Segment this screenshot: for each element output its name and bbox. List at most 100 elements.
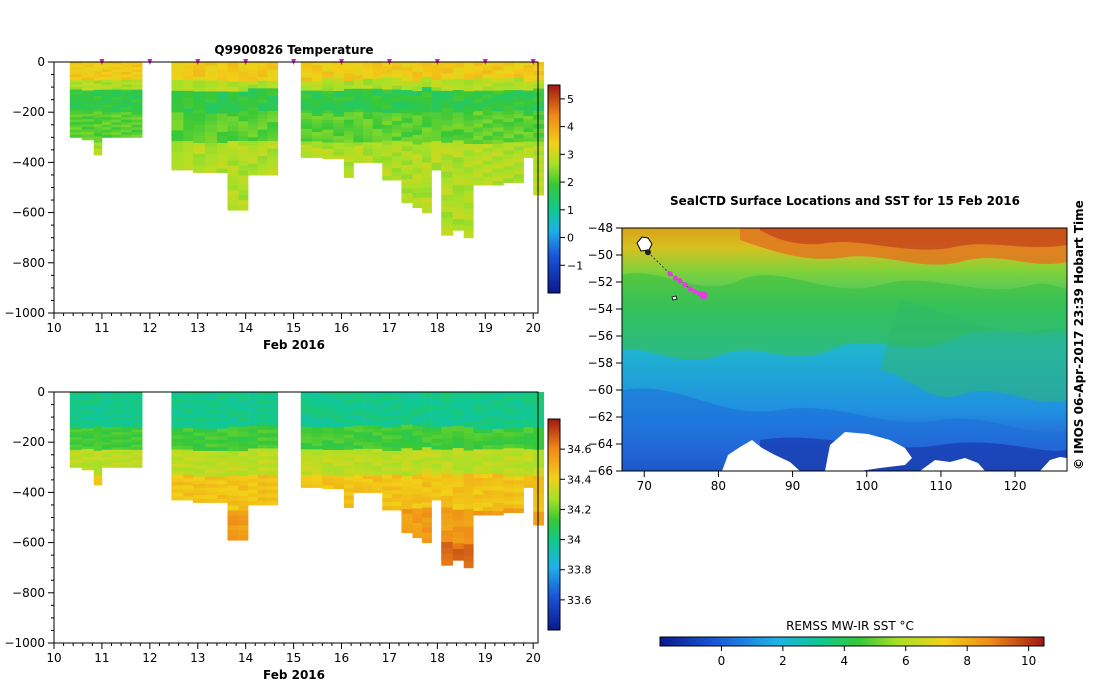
section-cell: [322, 119, 334, 124]
section-cell: [131, 394, 143, 398]
section-cell: [101, 102, 112, 106]
section-cell: [311, 84, 323, 88]
section-cell: [300, 77, 313, 82]
section-cell: [101, 452, 112, 456]
section-cell: [204, 465, 218, 470]
section-cell: [353, 428, 364, 433]
section-cell: [69, 74, 83, 78]
section-cell: [101, 392, 112, 396]
section-cell: [463, 462, 474, 469]
section-cell: [463, 473, 474, 481]
sst-colorbar-ticks: 0 2 4 6 8 10: [718, 646, 1036, 668]
section-cell: [372, 428, 383, 433]
section-cell: [482, 86, 493, 92]
section-cell: [343, 69, 354, 75]
section-cell: [238, 96, 249, 102]
section-cell: [333, 123, 345, 127]
section-cell: [343, 438, 354, 443]
section-cell: [192, 495, 206, 500]
map-y-tick-label: −60: [588, 383, 613, 397]
section-cell: [311, 398, 323, 403]
section-cell: [267, 69, 279, 74]
section-cell: [363, 145, 373, 150]
section-cell: [131, 132, 143, 136]
section-cell: [216, 95, 228, 100]
section-cell: [216, 403, 228, 408]
section-cell: [171, 413, 184, 418]
section-cell: [412, 110, 423, 116]
section-cell: [463, 103, 474, 110]
map-y-tick-label: −58: [588, 356, 613, 370]
section-cell: [343, 92, 354, 98]
section-cell: [452, 118, 465, 125]
map-y-tick-label: −56: [588, 329, 613, 343]
section-cell: [101, 104, 112, 108]
section-cell: [204, 117, 218, 122]
section-cell: [257, 163, 268, 168]
section-cell: [422, 517, 432, 524]
section-cell: [101, 77, 112, 81]
section-cell: [363, 149, 373, 153]
section-cell: [391, 69, 402, 75]
section-cell: [238, 190, 249, 196]
section-cell: [333, 107, 345, 111]
section-cell: [131, 102, 143, 106]
section-cell: [101, 402, 112, 406]
section-cell: [322, 97, 334, 102]
section-cell: [204, 157, 218, 162]
section-cell: [192, 131, 206, 137]
section-cell: [300, 430, 313, 434]
section-cell: [514, 444, 524, 449]
section-cell: [441, 524, 453, 532]
section-cell: [311, 433, 323, 438]
section-cell: [238, 76, 249, 83]
section-cell: [93, 123, 103, 128]
section-cell: [514, 98, 524, 103]
section-cell: [412, 188, 423, 194]
colorbar-tick-label: 34.2: [567, 503, 592, 516]
section-cell: [412, 527, 423, 534]
section-cell: [183, 65, 194, 70]
section-cell: [111, 422, 122, 426]
section-cell: [503, 444, 515, 449]
section-cell: [171, 471, 184, 476]
section-cell: [216, 109, 228, 115]
section-cell: [238, 480, 249, 487]
map-x-tick-label: 90: [785, 479, 800, 493]
section-cell: [492, 412, 504, 418]
section-cell: [227, 170, 239, 177]
section-cell: [322, 437, 334, 441]
section-cell: [382, 128, 393, 134]
section-cell: [171, 456, 184, 461]
section-cell: [257, 459, 268, 465]
section-cell: [382, 403, 393, 409]
section-cell: [431, 65, 442, 70]
section-cell: [452, 151, 465, 158]
y-tick-label: 0: [37, 55, 45, 69]
section-cell: [441, 194, 453, 202]
section-cell: [333, 68, 345, 73]
section-cell: [101, 127, 112, 131]
section-cell: [343, 135, 354, 140]
section-cell: [171, 101, 184, 106]
section-cell: [412, 129, 423, 136]
section-cell: [401, 85, 413, 91]
section-cell: [372, 472, 383, 477]
section-cell: [227, 81, 239, 88]
section-cell: [482, 449, 493, 454]
section-cell: [333, 392, 345, 396]
section-cell: [533, 467, 545, 473]
section-cell: [131, 62, 143, 66]
section-cell: [257, 478, 268, 483]
section-cell: [204, 476, 218, 481]
section-cell: [391, 482, 402, 487]
section-cell: [514, 412, 524, 417]
sst-colorbar-tick-label: 2: [779, 654, 787, 668]
section-cell: [422, 457, 432, 463]
section-cell: [391, 411, 402, 417]
section-cell: [463, 173, 474, 180]
section-cell: [300, 100, 313, 104]
section-cell: [183, 395, 194, 400]
section-cell: [372, 432, 383, 437]
section-cell: [101, 439, 112, 443]
